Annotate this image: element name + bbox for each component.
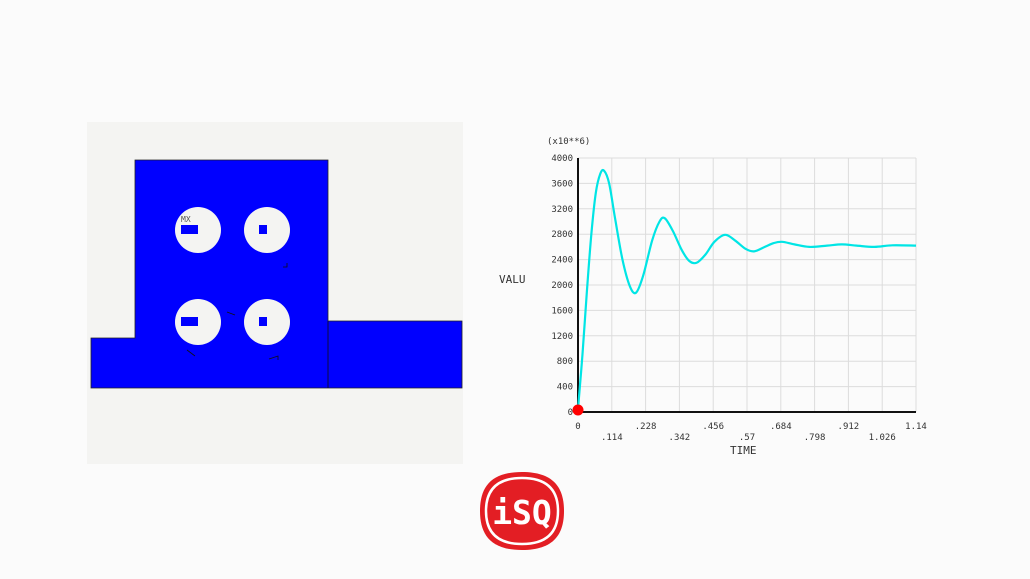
x-tick-label: .798	[804, 433, 826, 443]
x-tick-label: 1.14	[905, 422, 927, 432]
x-tick-label: .456	[702, 422, 724, 432]
y-tick-label: 1200	[551, 332, 573, 342]
x-tick-label: .684	[770, 422, 792, 432]
hole-top-left	[175, 207, 221, 253]
y-tick-label: 800	[557, 357, 573, 367]
x-tick-label: .228	[635, 422, 657, 432]
y-tick-label: 2800	[551, 230, 573, 240]
x-tick-label: .114	[601, 433, 623, 443]
y-tick-label: 2400	[551, 256, 573, 266]
logo-inner-ring	[484, 476, 560, 546]
grid	[577, 157, 917, 413]
fea-model-view: MX	[87, 122, 463, 464]
x-tick-label: 1.026	[869, 433, 896, 443]
fea-model-svg: MX	[90, 159, 463, 389]
y-axis-label: VALU	[499, 273, 526, 286]
y-tick-label: 1600	[551, 306, 573, 316]
logo-text: iSQ	[492, 493, 552, 532]
model-body	[90, 159, 463, 389]
isq-logo: iSQ	[476, 468, 568, 558]
tick-labels: 0 .114 .228 .342 .456 .57 .684 .798 .912 1.026 1.1…	[551, 154, 927, 443]
y-tick-label: 2000	[551, 281, 573, 291]
hole-bottom-left	[175, 299, 221, 345]
y-tick-label: 400	[557, 383, 573, 393]
logo-badge	[480, 472, 564, 550]
time-marker	[572, 404, 584, 416]
y-tick-label: 3600	[551, 179, 573, 189]
multiplier-label: (x10**6)	[547, 137, 590, 147]
time-history-chart: 0 .114 .228 .342 .456 .57 .684 .798 .912 1.026 1.1…	[490, 130, 940, 464]
series-line	[576, 168, 917, 409]
mx-label: MX	[181, 215, 191, 224]
isq-logo-svg: iSQ	[480, 472, 564, 550]
hole-top-right	[244, 207, 290, 253]
x-tick-label: .342	[669, 433, 691, 443]
y-tick-label: 3200	[551, 205, 573, 215]
y-tick-label: 4000	[551, 154, 573, 164]
x-tick-label: .57	[739, 433, 755, 443]
chart-svg: 0 .114 .228 .342 .456 .57 .684 .798 .912 1.026 1.1…	[499, 137, 927, 457]
node-marks	[186, 263, 288, 360]
x-tick-label: .912	[838, 422, 860, 432]
y-tick-label: 0	[568, 408, 573, 418]
x-tick-label: 0	[575, 422, 580, 432]
x-axis-label: TIME	[730, 444, 757, 457]
axes	[577, 158, 916, 413]
hole-bottom-right	[244, 299, 290, 345]
